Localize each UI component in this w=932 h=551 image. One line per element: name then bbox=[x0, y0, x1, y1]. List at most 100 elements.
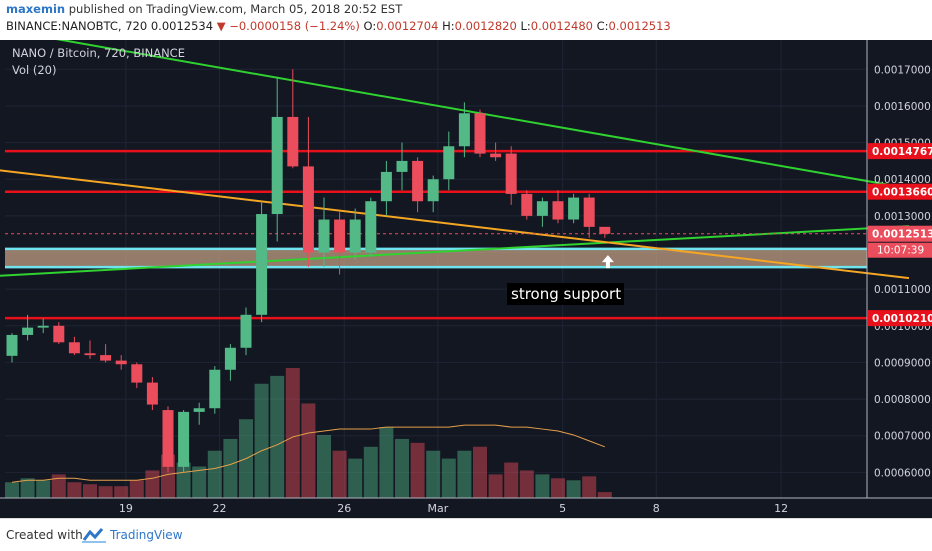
open-value: 0.0012704 bbox=[376, 19, 439, 33]
volume-bar bbox=[114, 486, 129, 498]
volume-bar bbox=[551, 478, 565, 498]
volume-bar bbox=[348, 458, 363, 498]
volume-bar bbox=[473, 446, 487, 498]
chart-title: NANO / Bitcoin, 720, BINANCE bbox=[12, 46, 185, 60]
ohlc-info: BINANCE:NANOBTC, 720 0.0012534 ▼ −0.0000… bbox=[6, 19, 671, 33]
candle-body bbox=[583, 197, 595, 227]
candle-body bbox=[193, 408, 205, 412]
volume-bar bbox=[379, 427, 394, 498]
y-tick-label: 0.0009000 bbox=[874, 357, 931, 369]
volume-bar bbox=[207, 450, 222, 498]
y-tick-label: 0.0007000 bbox=[874, 431, 931, 443]
volume-bar bbox=[254, 383, 269, 498]
x-tick-label: 5 bbox=[559, 502, 566, 515]
tradingview-brand[interactable]: TradingView bbox=[110, 528, 183, 542]
candle-body bbox=[146, 382, 158, 405]
volume-bar bbox=[426, 450, 441, 498]
last-price-tag bbox=[868, 225, 932, 242]
header-bar: maxemin published on TradingView.com, Ma… bbox=[0, 0, 932, 40]
volume-bar bbox=[597, 492, 612, 498]
x-tick-label: Mar bbox=[427, 502, 448, 515]
volume-bar bbox=[410, 442, 425, 498]
candle-body bbox=[349, 219, 361, 253]
level-price-tag bbox=[868, 143, 932, 160]
candle-body bbox=[224, 347, 236, 370]
candle-body bbox=[256, 214, 268, 315]
change-arrow-icon: ▼ bbox=[216, 19, 226, 33]
last-price-label: 0.0012513 bbox=[872, 229, 932, 241]
candle-body bbox=[334, 219, 346, 253]
volume-bar bbox=[488, 474, 503, 498]
y-tick-label: 0.0011000 bbox=[874, 284, 931, 296]
volume-bar bbox=[20, 478, 35, 498]
candle-body bbox=[521, 193, 533, 216]
candle-body bbox=[84, 353, 96, 356]
volume-indicator-label: Vol (20) bbox=[12, 63, 56, 77]
volume-bar bbox=[395, 438, 409, 498]
candle-body bbox=[536, 201, 548, 216]
candle-body bbox=[318, 219, 330, 253]
candle-layer bbox=[6, 69, 611, 473]
volume-bar bbox=[504, 462, 519, 498]
candle-body bbox=[131, 364, 143, 383]
level-price-label: 0.0014767 bbox=[872, 146, 932, 158]
change-text: −0.0000158 (−1.24%) bbox=[229, 19, 360, 33]
tradingview-logo-icon bbox=[82, 528, 106, 543]
candle-body bbox=[271, 116, 283, 215]
high-value: 0.0012820 bbox=[454, 19, 517, 33]
countdown-label: 10:07:39 bbox=[877, 245, 924, 257]
candle-body bbox=[6, 334, 18, 356]
y-tick-label: 0.0014000 bbox=[874, 174, 931, 186]
volume-bar bbox=[67, 482, 82, 498]
candle-body bbox=[37, 325, 49, 328]
y-tick-label: 0.0013000 bbox=[874, 211, 931, 223]
candle-body bbox=[240, 314, 252, 348]
x-tick-label: 8 bbox=[653, 502, 660, 515]
publish-text: published on TradingView.com, March 05, … bbox=[68, 2, 403, 16]
candle-body bbox=[22, 327, 34, 335]
candle-body bbox=[568, 197, 580, 220]
candle-body bbox=[162, 410, 174, 467]
green-trendline bbox=[0, 225, 910, 277]
candle-body bbox=[458, 113, 470, 147]
grid-lines bbox=[5, 40, 867, 498]
candle-body bbox=[396, 160, 408, 172]
candle-body bbox=[209, 369, 221, 409]
candle-body bbox=[365, 201, 377, 253]
candle-body bbox=[287, 116, 299, 167]
x-tick-label: 26 bbox=[337, 502, 351, 515]
created-with-text: Created with bbox=[6, 528, 83, 542]
x-tick-label: 22 bbox=[212, 502, 226, 515]
trendline-layer: strong support bbox=[0, 28, 910, 320]
volume-bar bbox=[332, 450, 347, 498]
support-label-text: strong support bbox=[511, 285, 621, 303]
support-label-box bbox=[507, 283, 624, 305]
low-label: L: bbox=[520, 19, 531, 33]
price-chart[interactable]: strong support 0.00170000.00160000.00150… bbox=[0, 28, 932, 518]
volume-bar bbox=[223, 438, 238, 498]
candle-body bbox=[115, 360, 127, 365]
symbol-text: BINANCE:NANOBTC, 720 bbox=[6, 19, 148, 33]
volume-bar bbox=[535, 474, 550, 498]
up-arrow-icon bbox=[601, 255, 614, 269]
candle-body bbox=[552, 201, 564, 220]
volume-bar bbox=[83, 484, 97, 498]
high-label: H: bbox=[442, 19, 455, 33]
level-price-tag bbox=[868, 310, 932, 327]
candle-body bbox=[474, 113, 486, 154]
x-tick-label: 19 bbox=[119, 502, 133, 515]
volume-bar bbox=[457, 450, 472, 498]
chart-area[interactable]: strong support 0.00170000.00160000.00150… bbox=[0, 28, 932, 518]
volume-bar bbox=[441, 458, 456, 498]
volume-bar bbox=[129, 480, 144, 498]
x-tick-label: 12 bbox=[774, 502, 788, 515]
level-price-label: 0.0013660 bbox=[872, 187, 932, 199]
level-price-tag bbox=[868, 183, 932, 200]
volume-bar bbox=[145, 470, 160, 498]
author-link[interactable]: maxemin bbox=[6, 2, 66, 16]
volume-bar bbox=[519, 470, 534, 498]
volume-bar bbox=[317, 434, 331, 498]
candle-body bbox=[100, 355, 112, 361]
volume-bar bbox=[192, 466, 207, 498]
candle-body bbox=[53, 325, 65, 343]
